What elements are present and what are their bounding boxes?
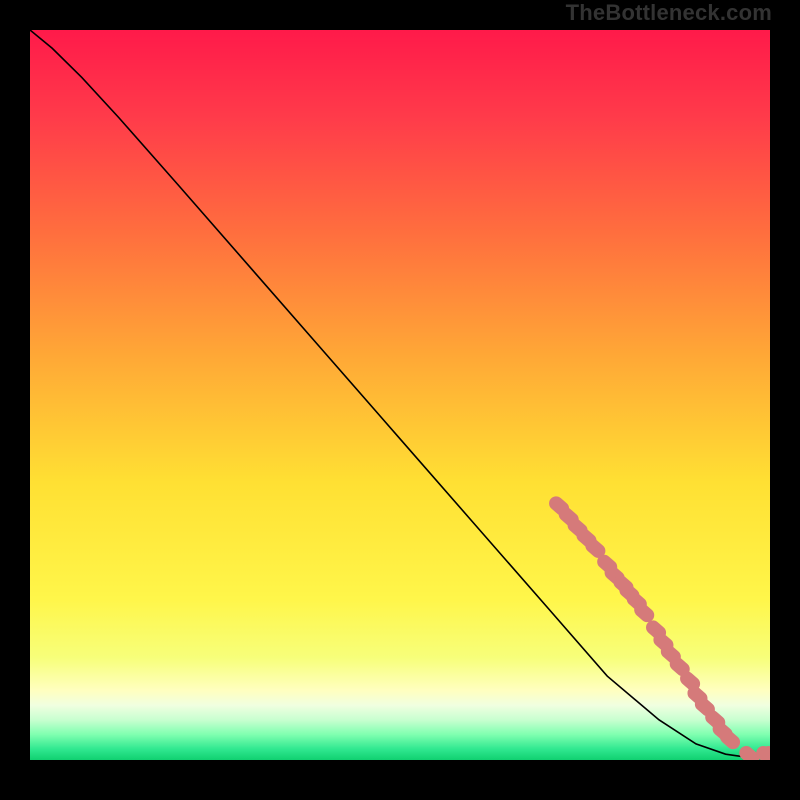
chart-overlay bbox=[30, 30, 770, 760]
watermark-text: TheBottleneck.com bbox=[566, 0, 772, 26]
chart-plot-area bbox=[30, 30, 770, 760]
